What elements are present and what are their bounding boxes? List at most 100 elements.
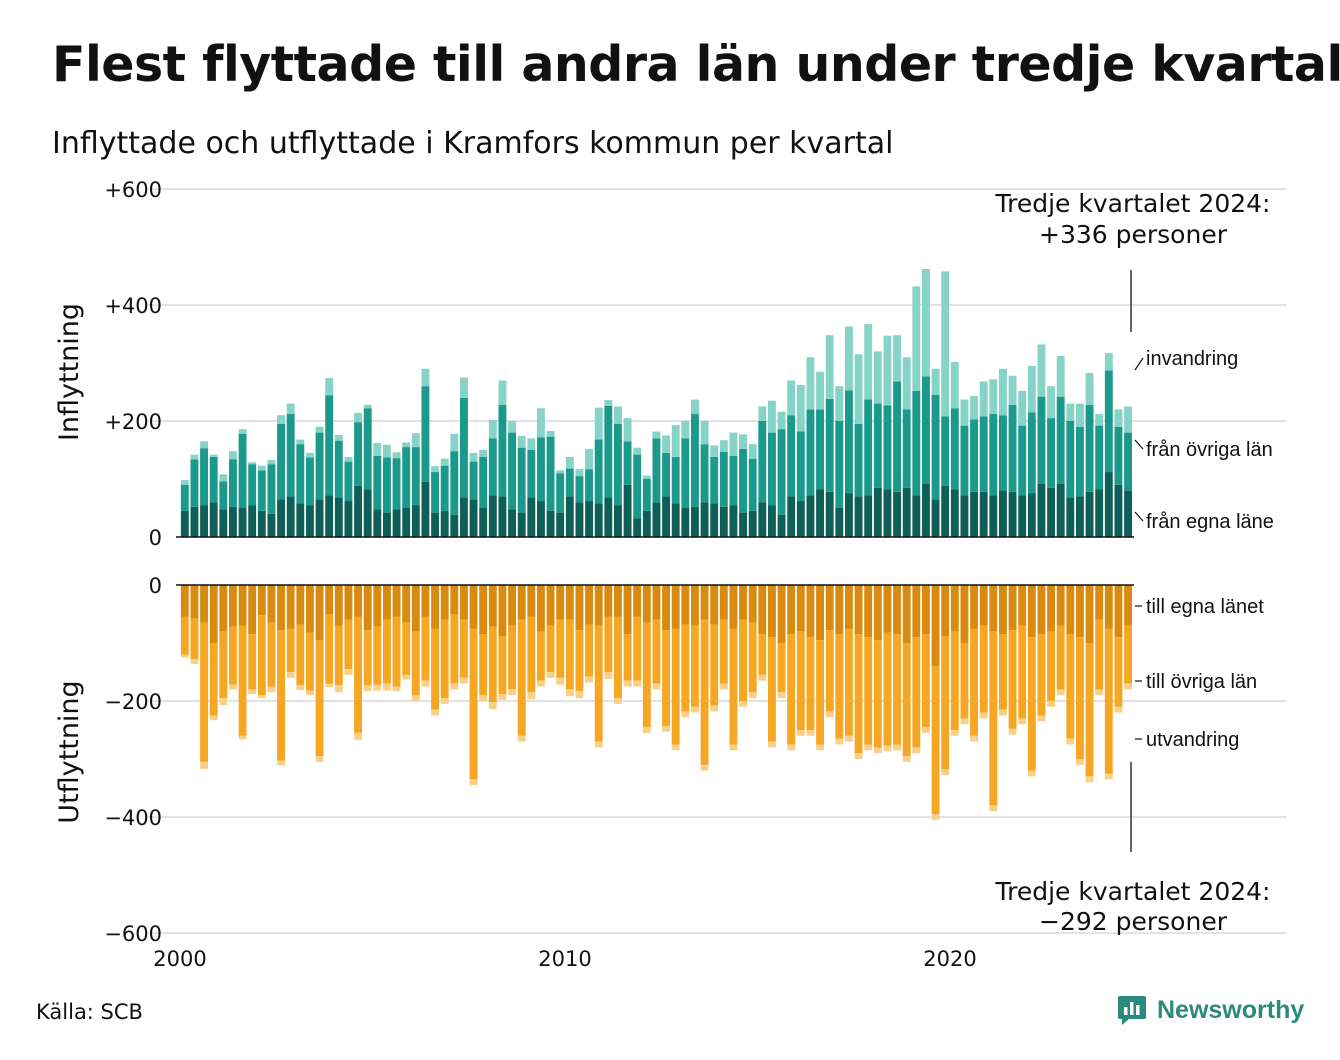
bar-out-till_ovriga_lan <box>431 628 440 710</box>
bar-in-fran_ovriga_lan <box>883 405 892 490</box>
bar-out-till_ovriga_lan <box>585 624 594 677</box>
bar-out-utvandring <box>556 677 565 685</box>
bar-in-fran_egna_lanet <box>739 512 748 537</box>
bar-out-till_ovriga_lan <box>267 622 276 687</box>
bar-out-utvandring <box>671 744 680 751</box>
bar-out-utvandring <box>854 753 863 759</box>
bar-in-invandring <box>325 378 334 396</box>
bar-in-fran_ovriga_lan <box>1027 412 1036 494</box>
bar-in-invandring <box>305 452 314 458</box>
bar-out-utvandring <box>411 695 420 701</box>
bar-in-fran_egna_lanet <box>305 505 314 537</box>
bar-out-utvandring <box>257 695 266 699</box>
bar-in-fran_egna_lanet <box>363 489 372 537</box>
bar-out-till_ovriga_lan <box>556 619 565 678</box>
bar-in-fran_egna_lanet <box>729 505 738 537</box>
bar-in-fran_egna_lanet <box>796 501 805 537</box>
bar-in-fran_egna_lanet <box>710 503 719 537</box>
bar-out-till_egna_lanet <box>690 585 699 626</box>
bar-out-till_ovriga_lan <box>854 634 863 754</box>
bar-out-till_egna_lanet <box>970 585 979 629</box>
bar-in-fran_ovriga_lan <box>440 465 449 511</box>
bar-in-fran_egna_lanet <box>787 496 796 537</box>
bar-in-invandring <box>950 361 959 409</box>
bar-in-invandring <box>238 429 247 434</box>
bar-in-invandring <box>267 459 276 465</box>
bar-out-utvandring <box>536 680 545 687</box>
bar-in-invandring <box>796 385 805 432</box>
bar-out-utvandring <box>267 686 276 693</box>
bar-out-till_ovriga_lan <box>517 619 526 736</box>
bar-in-fran_egna_lanet <box>238 508 247 537</box>
bar-out-till_ovriga_lan <box>363 630 372 686</box>
bar-out-till_egna_lanet <box>228 585 237 627</box>
bar-in-fran_egna_lanet <box>623 484 632 537</box>
bar-in-invandring <box>257 465 266 471</box>
bar-in-invandring <box>873 351 882 404</box>
bar-in-fran_egna_lanet <box>662 496 671 537</box>
series-label-out-2: utvandring <box>1146 729 1239 751</box>
bar-in-fran_egna_lanet <box>344 501 353 537</box>
bar-in-invandring <box>431 466 440 473</box>
bar-in-fran_ovriga_lan <box>748 458 757 511</box>
bar-out-utvandring <box>844 735 853 742</box>
bar-out-till_egna_lanet <box>671 585 680 629</box>
bar-out-till_ovriga_lan <box>508 625 517 690</box>
bar-out-utvandring <box>1075 759 1084 765</box>
bar-out-till_egna_lanet <box>508 585 517 626</box>
bar-in-invandring <box>565 456 574 469</box>
bar-in-fran_egna_lanet <box>989 495 998 537</box>
annotation-bottom-line1: Tredje kvartalet 2024: <box>995 877 1271 906</box>
bar-out-utvandring <box>1037 715 1046 722</box>
bar-in-invandring <box>739 434 748 449</box>
bar-out-till_egna_lanet <box>1008 585 1017 631</box>
y-tick-label: +600 <box>104 178 162 202</box>
bar-out-till_ovriga_lan <box>1008 630 1017 729</box>
bar-in-fran_ovriga_lan <box>411 447 420 506</box>
bar-in-invandring <box>1095 414 1104 426</box>
bar-in-fran_egna_lanet <box>527 497 536 537</box>
bar-in-invandring <box>315 426 324 433</box>
bar-out-utvandring <box>1027 770 1036 777</box>
bar-out-till_egna_lanet <box>921 585 930 635</box>
bar-in-fran_egna_lanet <box>402 508 411 537</box>
bar-in-fran_egna_lanet <box>488 495 497 537</box>
bar-in-invandring <box>469 452 478 462</box>
bar-out-till_ovriga_lan <box>710 624 719 706</box>
x-tick-label: 2000 <box>153 947 206 971</box>
bar-in-fran_egna_lanet <box>575 502 584 537</box>
bar-in-fran_egna_lanet <box>893 491 902 537</box>
bar-in-fran_ovriga_lan <box>228 459 237 507</box>
bar-out-till_egna_lanet <box>864 585 873 638</box>
bar-out-utvandring <box>1047 701 1056 707</box>
bar-out-till_egna_lanet <box>998 585 1007 635</box>
bar-out-till_ovriga_lan <box>998 634 1007 710</box>
bar-in-fran_ovriga_lan <box>527 450 536 498</box>
bar-out-till_egna_lanet <box>931 585 940 667</box>
bar-out-till_ovriga_lan <box>931 666 940 815</box>
bar-in-fran_ovriga_lan <box>257 470 266 511</box>
bar-out-till_ovriga_lan <box>662 630 671 726</box>
bar-out-till_egna_lanet <box>854 585 863 635</box>
bar-in-invandring <box>671 425 680 457</box>
bar-in-fran_ovriga_lan <box>459 397 468 498</box>
bar-out-till_ovriga_lan <box>1124 625 1133 684</box>
bar-out-till_egna_lanet <box>257 585 266 616</box>
bar-in-fran_egna_lanet <box>806 495 815 537</box>
bar-in-fran_ovriga_lan <box>950 408 959 490</box>
bar-out-till_ovriga_lan <box>382 619 391 684</box>
bar-out-utvandring <box>200 761 209 769</box>
bar-in-fran_egna_lanet <box>257 510 266 537</box>
bar-out-till_egna_lanet <box>334 585 343 626</box>
bar-in-fran_ovriga_lan <box>816 409 825 490</box>
bar-in-invandring <box>527 438 536 450</box>
bar-out-till_ovriga_lan <box>912 637 921 748</box>
bar-out-till_ovriga_lan <box>989 631 998 806</box>
bar-out-till_ovriga_lan <box>1037 634 1046 716</box>
bar-in-invandring <box>440 458 449 466</box>
bar-in-invandring <box>190 454 199 460</box>
bar-out-till_ovriga_lan <box>459 619 468 678</box>
bar-out-utvandring <box>1124 683 1133 690</box>
newsworthy-chart-bubble-icon <box>1118 996 1146 1025</box>
bar-in-fran_ovriga_lan <box>392 458 401 510</box>
